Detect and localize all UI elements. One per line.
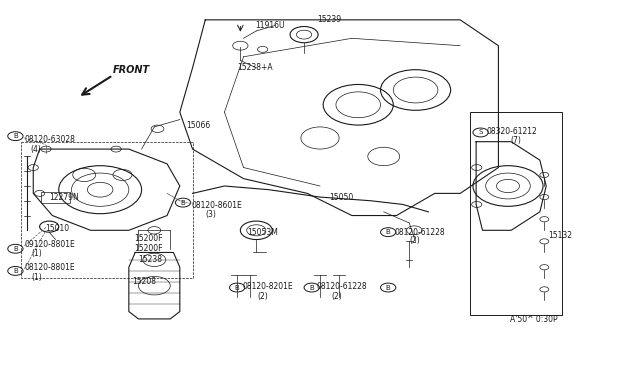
Text: A'50^ 0:30P: A'50^ 0:30P	[510, 315, 557, 324]
Text: 11916U: 11916U	[255, 21, 285, 30]
Text: 15053M: 15053M	[246, 228, 278, 237]
Text: B: B	[235, 285, 239, 291]
Text: 09120-8801E: 09120-8801E	[24, 240, 75, 249]
Text: S: S	[478, 129, 483, 135]
Text: (2): (2)	[257, 292, 268, 301]
Text: B: B	[386, 229, 390, 235]
Circle shape	[540, 217, 548, 222]
Text: FRONT: FRONT	[113, 65, 150, 75]
Text: 08120-63028: 08120-63028	[24, 135, 76, 144]
Text: 15239: 15239	[317, 15, 341, 24]
Text: B: B	[13, 133, 18, 139]
Text: 08120-61228: 08120-61228	[394, 228, 445, 237]
Text: 15050: 15050	[330, 193, 354, 202]
Circle shape	[28, 164, 38, 170]
Text: 15200F: 15200F	[134, 244, 163, 253]
Text: (1): (1)	[31, 249, 42, 258]
Text: 15200F: 15200F	[134, 234, 163, 243]
Circle shape	[111, 146, 121, 152]
Circle shape	[540, 172, 548, 177]
Text: 15208: 15208	[132, 278, 156, 286]
Text: 15238+A: 15238+A	[237, 63, 273, 72]
Text: 15238: 15238	[138, 254, 163, 264]
Text: B: B	[13, 268, 18, 274]
Text: 08120-8201E: 08120-8201E	[243, 282, 293, 291]
Text: 08320-61212: 08320-61212	[487, 127, 538, 136]
Text: (2): (2)	[332, 292, 342, 301]
Bar	[470, 112, 562, 315]
Circle shape	[41, 146, 51, 152]
Text: (4): (4)	[30, 145, 41, 154]
Bar	[41, 192, 70, 203]
Circle shape	[540, 239, 548, 244]
Text: 08120-8801E: 08120-8801E	[24, 263, 75, 272]
Text: B: B	[386, 285, 390, 291]
Text: B: B	[180, 200, 186, 206]
Text: B: B	[309, 285, 314, 291]
Text: 15010: 15010	[45, 224, 69, 233]
Text: (2): (2)	[409, 236, 420, 245]
Text: B: B	[13, 246, 18, 252]
Text: 08120-61228: 08120-61228	[317, 282, 367, 291]
Text: (1): (1)	[31, 273, 42, 282]
Text: (7): (7)	[510, 137, 521, 145]
Circle shape	[540, 195, 548, 200]
Circle shape	[540, 264, 548, 270]
Circle shape	[35, 190, 45, 196]
Circle shape	[540, 287, 548, 292]
Text: 15066: 15066	[186, 121, 211, 129]
Text: 15132: 15132	[548, 231, 572, 240]
Text: 08120-8601E: 08120-8601E	[191, 201, 242, 210]
Text: 12279N: 12279N	[49, 193, 79, 202]
Text: (3): (3)	[205, 210, 216, 219]
